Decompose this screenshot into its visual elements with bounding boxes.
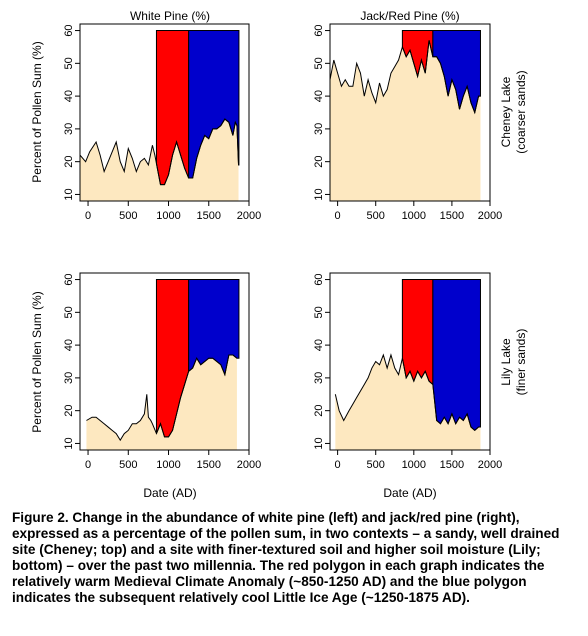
pollen-area [86,354,237,450]
pollen-curve [86,354,238,442]
y-tick-label: 40 [63,339,75,351]
xlabel-left: Date (AD) [143,486,196,500]
panel-2: 10 20 30 40 50 60 0 500 1000 1500 2000 [313,23,502,222]
y-tick-label: 20 [63,156,75,168]
y-tick-label: 50 [63,306,75,318]
panel-plot-area [334,279,481,450]
x-tick-label: 1500 [197,210,221,222]
y-tick-label: 20 [313,156,325,168]
y-tick-label: 20 [313,405,325,417]
pollen-curve [330,40,481,115]
mca-polygon [401,279,434,386]
x-tick-label: 1000 [156,459,180,471]
x-tick-label: 0 [85,459,91,471]
x-tick-label: 2000 [478,210,502,222]
x-tick-label: 1000 [402,459,426,471]
x-tick-label: 500 [367,459,385,471]
x-tick-label: 1500 [440,210,464,222]
x-tick-label: 500 [367,210,385,222]
pollen-curve [80,118,240,186]
panel-frame [79,272,250,451]
pollen-area [330,40,481,201]
pollen-area [80,119,239,201]
y-tick-label: 20 [63,405,75,417]
x-tick-label: 0 [335,459,341,471]
x-tick-label: 1500 [440,459,464,471]
pollen-area [335,354,481,450]
y-tick-label: 40 [313,339,325,351]
row-label-cheney-soil: (coarser sands) [514,70,528,153]
row-label-lily-name: Lily Lake [499,338,513,386]
panel-plot-area [86,279,240,450]
y-tick-label: 30 [63,123,75,135]
figure-caption: Figure 2. Change in the abundance of whi… [12,510,560,605]
y-tick-label: 60 [63,24,75,36]
y-tick-label: 60 [313,24,325,36]
x-tick-label: 2000 [237,459,261,471]
row-label-lily-soil: (finer sands) [514,329,528,396]
y-tick-label: 50 [63,57,75,69]
ylabel-bottom: Percent of Pollen Sum (%) [30,291,44,432]
y-tick-label: 30 [313,372,325,384]
panel-plot-area [330,30,481,201]
panel-frame [79,23,250,202]
y-tick-label: 40 [313,90,325,102]
x-tick-label: 500 [119,459,137,471]
x-tick-label: 2000 [478,459,502,471]
x-tick-label: 2000 [237,210,261,222]
xlabel-right: Date (AD) [383,486,436,500]
y-tick-label: 50 [313,57,325,69]
panel-4: 10 20 30 40 50 60 0 500 1000 1500 2000 [313,272,502,471]
pollen-curve [334,353,481,431]
y-tick-label: 10 [313,437,325,449]
lia-polygon [432,279,481,431]
ylabel-top: Percent of Pollen Sum (%) [30,41,44,182]
y-tick-label: 60 [63,273,75,285]
y-tick-label: 10 [313,188,325,200]
y-tick-label: 40 [63,90,75,102]
x-tick-label: 1500 [197,459,221,471]
panel-3: 10 20 30 40 50 60 0 500 1000 1500 2000 [63,272,261,471]
y-tick-label: 50 [313,306,325,318]
x-tick-label: 0 [335,210,341,222]
panel-frame [329,272,491,451]
y-tick-label: 30 [313,123,325,135]
x-tick-label: 1000 [402,210,426,222]
y-tick-label: 30 [63,372,75,384]
col-title-white-pine: White Pine (%) [130,9,210,23]
y-tick-label: 10 [63,188,75,200]
y-tick-label: 10 [63,437,75,449]
row-label-cheney-name: Cheney Lake [499,76,513,147]
x-tick-label: 500 [119,210,137,222]
y-tick-label: 60 [313,273,325,285]
x-tick-label: 0 [85,210,91,222]
panel-frame [329,23,491,202]
panel-1: 10 20 30 40 50 60 0 500 1000 1500 2000 [63,23,261,222]
col-title-jack-red-pine: Jack/Red Pine (%) [360,9,459,23]
x-tick-label: 1000 [156,210,180,222]
panel-plot-area [80,30,240,201]
